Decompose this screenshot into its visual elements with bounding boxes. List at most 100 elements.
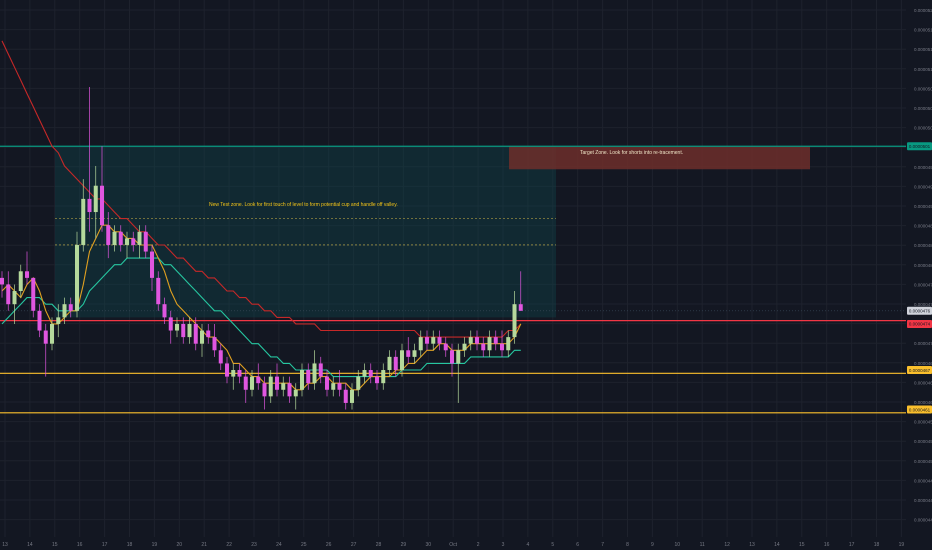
time-tick-label: 27 <box>351 542 357 548</box>
candle-body <box>193 323 198 344</box>
time-tick-label: 11 <box>700 542 705 548</box>
time-tick-label: 9 <box>651 542 654 548</box>
time-tick-label: 24 <box>276 542 282 548</box>
candle-body <box>175 323 179 331</box>
price-tick-label: 0.0000458 <box>914 420 932 425</box>
candle-body <box>118 231 123 245</box>
candle-body <box>100 185 104 226</box>
price-badge <box>907 405 932 414</box>
candle-body <box>131 238 136 245</box>
candle-body <box>456 350 461 364</box>
candle-body <box>218 350 223 364</box>
price-badge <box>907 319 932 328</box>
time-tick-label: 16 <box>77 542 83 548</box>
time-tick-label: 14 <box>27 542 33 548</box>
candle-body <box>137 231 142 245</box>
price-badge <box>907 306 932 315</box>
candle-body <box>231 370 236 377</box>
candle-body <box>50 323 54 344</box>
candle-body <box>375 376 379 384</box>
candle-body <box>125 238 129 245</box>
time-tick-label: 17 <box>849 542 855 548</box>
candle-body <box>31 277 36 311</box>
price-badge <box>907 142 932 151</box>
candle-body <box>0 277 4 285</box>
candles <box>0 86 523 410</box>
price-badge-label: 0.0000501 <box>909 144 931 149</box>
candle-body <box>200 330 204 344</box>
candle-body <box>356 376 361 390</box>
price-tick-label: 0.0000449 <box>914 478 932 483</box>
price-tick-label: 0.0000515 <box>914 47 932 52</box>
price-badge-label: 0.0000474 <box>909 322 931 327</box>
test-zone-annotation: New Test zone. Look for first touch of l… <box>209 202 398 209</box>
candle-body <box>475 337 479 344</box>
time-tick-label: 3 <box>502 542 505 548</box>
candle-body <box>256 376 261 384</box>
candle-body <box>518 304 523 311</box>
price-badge-label: 0.0000467 <box>909 368 931 373</box>
time-tick-label: 16 <box>824 542 830 548</box>
candle-body <box>68 304 73 311</box>
price-tick-label: 0.0000521 <box>914 8 932 13</box>
candle-body <box>306 370 311 384</box>
candle-body <box>243 376 248 390</box>
candle-body <box>318 363 323 377</box>
candle-body <box>437 337 442 344</box>
time-tick-label: 18 <box>874 542 880 548</box>
candle-body <box>337 383 342 390</box>
candle-body <box>425 337 429 344</box>
candle-body <box>393 356 398 371</box>
moving-averages <box>1 40 522 391</box>
candle-body <box>275 376 279 390</box>
time-tick-label: 7 <box>601 542 604 548</box>
price-tick-label: 0.0000464 <box>914 380 932 385</box>
time-tick-label: 13 <box>2 542 8 548</box>
candle-body <box>400 350 404 371</box>
price-tick-label: 0.0000443 <box>914 518 932 523</box>
time-tick-label: 15 <box>52 542 58 548</box>
candle-body <box>62 304 67 318</box>
price-badge-label: 0.0000476 <box>909 309 931 314</box>
candle-body <box>412 350 417 357</box>
candle-body <box>506 337 511 351</box>
price-badge <box>907 366 932 375</box>
price-tick-label: 0.0000518 <box>914 28 932 33</box>
price-tick-label: 0.0000485 <box>914 243 932 248</box>
time-tick-label: 8 <box>626 542 629 548</box>
time-tick-label: 29 <box>401 542 407 548</box>
candle-body <box>443 343 448 351</box>
slow-red-moving-average <box>1 40 522 338</box>
time-tick-label: 19 <box>152 542 158 548</box>
time-tick-label: 2 <box>477 542 480 548</box>
time-tick-label: 10 <box>675 542 681 548</box>
green-moving-average <box>1 257 521 378</box>
price-tick-label: 0.0000497 <box>914 165 932 170</box>
candle-body <box>162 304 167 318</box>
time-tick-label: 12 <box>724 542 730 548</box>
time-tick-label: 15 <box>799 542 805 548</box>
candle-body <box>37 310 42 331</box>
target-zone-box <box>509 146 810 170</box>
time-axis[interactable]: 13 14 15 16 17 18 19 20 21 22 23 24 25 26 27 28 29 30 Oct 2… <box>2 542 904 548</box>
time-axis-background[interactable] <box>0 537 932 550</box>
candle-body <box>250 376 254 390</box>
price-tick-label: 0.0000476 <box>914 302 932 307</box>
time-tick-label: 17 <box>102 542 108 548</box>
time-tick-label: 5 <box>551 542 554 548</box>
horizontal-levels[interactable] <box>0 145 906 414</box>
candle-body <box>75 244 79 311</box>
candle-body <box>18 271 23 292</box>
target-zone-annotation: Target Zone. Look for shorts into re-tra… <box>580 149 684 156</box>
candle-body <box>493 337 498 344</box>
time-tick-label: 14 <box>774 542 780 548</box>
candle-body <box>6 284 11 305</box>
price-tick-label: 0.0000455 <box>914 439 932 444</box>
candle-body <box>431 337 436 344</box>
time-tick-label: 18 <box>127 542 133 548</box>
price-tick-label: 0.0000506 <box>914 106 932 111</box>
price-tick-label: 0.0000482 <box>914 263 932 268</box>
price-axis-background[interactable] <box>906 0 932 550</box>
price-tick-label: 0.0000494 <box>914 184 932 189</box>
